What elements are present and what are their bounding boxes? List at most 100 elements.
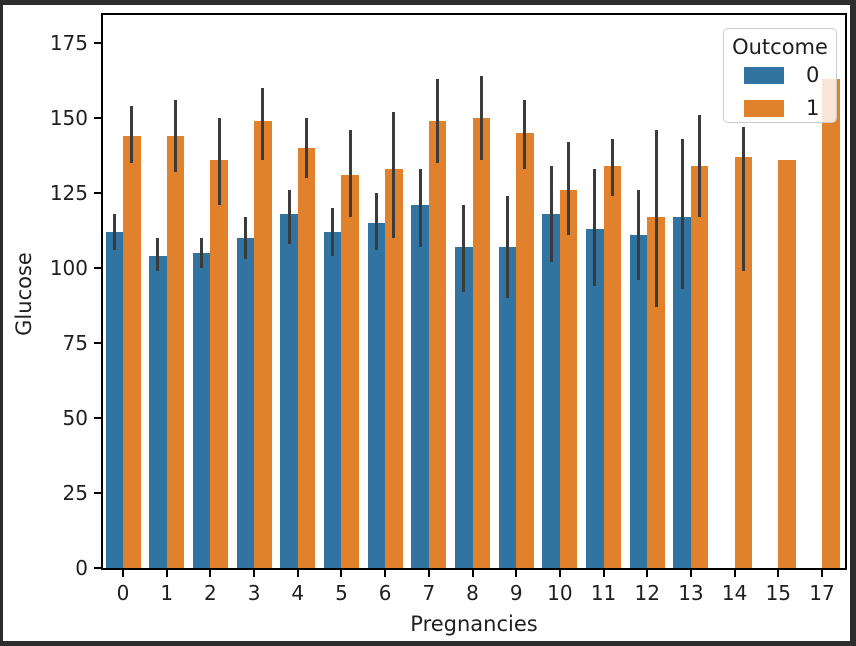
- bar-outcome1-x17: [822, 79, 840, 568]
- y-tick: [94, 492, 101, 494]
- bar-outcome0-x2: [192, 253, 211, 568]
- bar-outcome0-x10: [542, 214, 560, 568]
- legend-entry-label: 0: [806, 63, 820, 87]
- x-tick-label: 1: [160, 581, 174, 605]
- bar-outcome1-x3: [254, 121, 272, 568]
- y-tick: [94, 42, 101, 44]
- error-bar-outcome1-x0: [130, 106, 134, 163]
- x-tick: [777, 570, 780, 577]
- x-tick: [558, 570, 561, 577]
- bar-outcome0-x11: [586, 229, 604, 568]
- error-bar-outcome1-x1: [173, 100, 177, 172]
- error-bar-outcome1-x5: [348, 130, 352, 217]
- x-tick-label: 17: [809, 581, 835, 605]
- bar-outcome1-x10: [559, 190, 578, 568]
- bar-outcome1-x12: [647, 217, 665, 568]
- x-tick-label: 3: [247, 581, 261, 605]
- error-bar-outcome0-x1: [156, 238, 160, 271]
- x-tick: [733, 570, 736, 577]
- error-bar-outcome1-x2: [217, 118, 221, 205]
- error-bar-outcome0-x13: [680, 139, 684, 289]
- x-tick-label: 4: [291, 581, 305, 605]
- x-tick-label: 13: [678, 581, 704, 605]
- bar-outcome1-x9: [516, 133, 534, 568]
- x-tick: [427, 570, 430, 577]
- x-tick: [340, 570, 343, 577]
- y-tick-label: 0: [75, 556, 88, 580]
- error-bar-outcome0-x2: [200, 238, 204, 268]
- bar-outcome0-x3: [236, 238, 255, 568]
- bar-outcome1-x2: [210, 160, 228, 568]
- y-tick-label: 125: [49, 181, 88, 205]
- y-tick: [94, 117, 101, 119]
- error-bar-outcome0-x6: [374, 193, 378, 250]
- bar-outcome0-x13: [673, 217, 691, 568]
- error-bar-outcome0-x0: [112, 214, 116, 250]
- legend-entry-label: 1: [806, 96, 820, 120]
- y-tick: [94, 267, 101, 269]
- x-tick-label: 2: [204, 581, 217, 605]
- x-tick: [689, 570, 692, 577]
- error-bar-outcome1-x12: [654, 130, 658, 307]
- bar-outcome1-x7: [428, 121, 447, 568]
- x-tick: [165, 570, 168, 577]
- bar-outcome1-x15: [778, 160, 796, 568]
- error-bar-outcome0-x9: [505, 196, 509, 298]
- bar-outcome0-x6: [367, 223, 386, 568]
- x-tick: [821, 570, 823, 577]
- error-bar-outcome1-x3: [261, 88, 265, 160]
- x-tick: [384, 570, 387, 577]
- bar-outcome0-x4: [280, 214, 298, 568]
- bar-outcome1-x5: [341, 175, 359, 568]
- bar-outcome1-x0: [123, 136, 141, 568]
- bar-outcome1-x11: [603, 166, 622, 568]
- y-tick: [94, 567, 101, 569]
- y-tick-label: 25: [62, 481, 88, 505]
- bar-outcome0-x9: [498, 247, 517, 568]
- bar-outcome0-x8: [455, 247, 473, 568]
- legend-swatch-outcome-1-icon: [744, 99, 784, 117]
- legend-title: Outcome: [732, 35, 828, 59]
- y-tick: [94, 342, 101, 344]
- error-bar-outcome0-x8: [462, 205, 466, 292]
- x-tick-label: 12: [634, 581, 660, 605]
- x-tick-label: 11: [590, 581, 617, 605]
- error-bar-outcome0-x12: [637, 190, 640, 280]
- legend-entry-outcome-1: 1: [744, 96, 820, 120]
- x-tick-label: 0: [116, 581, 130, 605]
- bar-outcome0-x5: [323, 232, 342, 568]
- bar-outcome0-x12: [629, 235, 648, 568]
- y-tick: [94, 192, 101, 194]
- legend-entry-outcome-0: 0: [744, 63, 820, 87]
- x-tick: [602, 570, 605, 577]
- x-tick-label: 5: [335, 581, 348, 605]
- x-tick: [296, 570, 299, 577]
- bar-outcome0-x0: [105, 232, 123, 568]
- legend: Outcome 0 1: [723, 28, 837, 123]
- x-tick-label: 6: [378, 581, 392, 605]
- x-tick: [471, 570, 474, 577]
- error-bar-outcome1-x14: [741, 127, 745, 271]
- bar-outcome1-x1: [166, 136, 185, 568]
- y-tick-label: 100: [49, 256, 88, 280]
- x-tick-label: 7: [422, 581, 436, 605]
- error-bar-outcome1-x11: [610, 139, 614, 196]
- x-tick-label: 9: [509, 581, 523, 605]
- error-bar-outcome1-x13: [698, 115, 702, 217]
- error-bar-outcome0-x4: [287, 190, 291, 244]
- x-tick-label: 8: [466, 581, 479, 605]
- bar-outcome0-x7: [411, 205, 429, 568]
- bar-outcome1-x4: [297, 148, 316, 568]
- y-tick-label: 75: [62, 331, 88, 355]
- x-tick: [515, 570, 518, 577]
- x-tick: [122, 570, 124, 577]
- y-tick-label: 150: [49, 106, 88, 130]
- x-tick-label: 10: [547, 581, 573, 605]
- error-bar-outcome0-x7: [418, 169, 422, 247]
- bar-outcome1-x13: [690, 166, 709, 568]
- bar-outcome1-x8: [472, 118, 490, 568]
- plot-area: [101, 13, 847, 570]
- y-tick-label: 175: [49, 31, 88, 55]
- error-bar-outcome1-x4: [305, 118, 308, 178]
- error-bar-outcome0-x3: [243, 217, 247, 259]
